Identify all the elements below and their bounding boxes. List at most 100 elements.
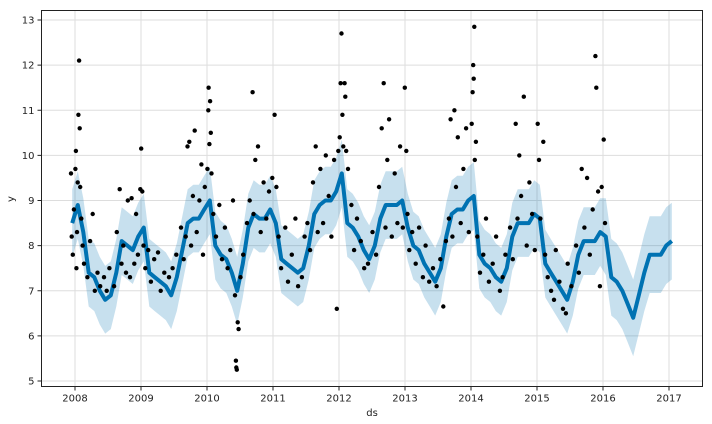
observed-point	[461, 166, 466, 172]
observed-point	[517, 153, 522, 158]
observed-point	[587, 252, 592, 257]
observed-point	[199, 162, 204, 167]
observed-point	[438, 257, 443, 262]
observed-point	[187, 139, 192, 144]
observed-point	[75, 180, 80, 185]
observed-point	[383, 225, 388, 230]
observed-point	[576, 270, 581, 275]
observed-point	[74, 229, 80, 235]
observed-point	[310, 180, 316, 185]
observed-point	[183, 234, 188, 239]
observed-point	[362, 266, 367, 271]
y-tick-label: 10	[22, 151, 35, 162]
observed-point	[344, 148, 349, 154]
observed-point	[143, 266, 148, 271]
observed-point	[315, 229, 320, 235]
observed-point	[405, 211, 410, 217]
observed-point	[373, 252, 379, 257]
observed-point	[205, 166, 210, 172]
observed-point	[155, 250, 161, 255]
observed-point	[453, 184, 459, 190]
observed-point	[472, 24, 477, 29]
observed-point	[119, 261, 124, 266]
observed-point	[178, 225, 184, 230]
y-tick-label: 6	[28, 331, 34, 342]
observed-point	[416, 225, 422, 230]
observed-point	[343, 94, 348, 99]
observed-point	[76, 58, 82, 63]
observed-point	[365, 261, 371, 266]
observed-point	[599, 184, 604, 190]
observed-point	[582, 225, 587, 230]
observed-point	[337, 135, 342, 140]
observed-point	[510, 257, 515, 262]
observed-point	[329, 234, 334, 239]
observed-point	[299, 275, 305, 280]
observed-point	[349, 202, 354, 208]
observed-point	[207, 99, 213, 104]
x-tick-label: 2012	[326, 394, 351, 405]
observed-point	[507, 225, 513, 230]
observed-point	[513, 121, 518, 127]
observed-point	[158, 288, 163, 293]
observed-point	[276, 234, 281, 239]
observed-point	[529, 211, 535, 217]
observed-point	[500, 275, 505, 280]
x-tick-label: 2013	[392, 394, 417, 405]
observed-point	[392, 171, 397, 176]
observed-point	[565, 261, 570, 266]
x-axis: 2008 2009 2010 2011 2012 2013 2014 2015 2016 2017	[62, 386, 682, 405]
observed-point	[402, 85, 407, 90]
observed-point	[236, 326, 241, 332]
observed-point	[71, 207, 77, 212]
x-tick-label: 2016	[590, 394, 615, 405]
x-tick-label: 2010	[194, 394, 219, 405]
observed-point	[569, 284, 574, 289]
observed-point	[170, 266, 175, 271]
observed-point	[472, 157, 477, 163]
observed-point	[318, 166, 323, 172]
observed-point	[458, 220, 463, 226]
observed-point	[190, 193, 196, 199]
observed-point	[98, 284, 103, 289]
observed-point	[111, 284, 117, 289]
observed-point	[129, 196, 134, 201]
observed-point	[192, 128, 197, 133]
x-tick-label: 2008	[62, 394, 87, 405]
observed-point	[307, 247, 313, 253]
observed-point	[244, 220, 250, 226]
x-axis-label: ds	[366, 408, 378, 419]
observed-point	[441, 304, 446, 309]
observed-point	[133, 211, 139, 217]
observed-point	[74, 266, 79, 271]
observed-point	[73, 148, 79, 154]
y-tick-label: 11	[22, 106, 35, 117]
observed-point	[101, 275, 107, 280]
observed-point	[206, 85, 211, 90]
observed-point	[79, 216, 84, 221]
observed-point	[255, 144, 261, 149]
observed-point	[397, 144, 403, 149]
observed-point	[497, 288, 503, 293]
observed-point	[563, 311, 569, 316]
observed-point	[258, 229, 263, 235]
y-axis: 5 6 7 8 9 10 11 12 13	[22, 16, 42, 388]
observed-point	[538, 216, 543, 221]
observed-point	[211, 211, 216, 217]
observed-point	[238, 275, 243, 280]
observed-point	[553, 247, 558, 253]
observed-point	[602, 220, 608, 226]
observed-point	[68, 171, 74, 176]
observed-point	[532, 247, 537, 253]
observed-point	[395, 220, 400, 226]
observed-point	[194, 229, 199, 235]
y-axis-label: y	[6, 196, 17, 202]
observed-point	[386, 117, 392, 122]
observed-point	[584, 175, 590, 181]
observed-point	[423, 243, 428, 248]
observed-point	[234, 367, 239, 372]
observed-point	[420, 275, 426, 280]
observed-point	[261, 180, 266, 185]
observed-point	[595, 189, 601, 194]
observed-point	[524, 243, 529, 248]
